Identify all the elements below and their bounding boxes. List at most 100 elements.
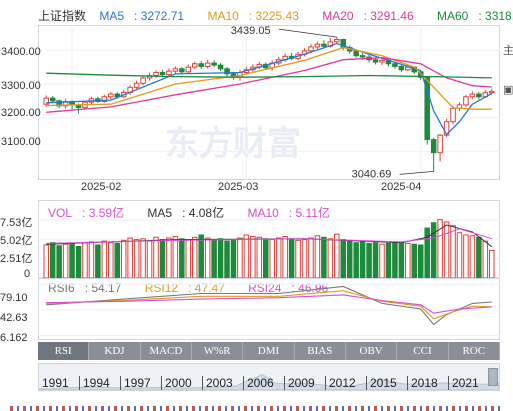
volume-bar — [334, 233, 340, 278]
tab-rsi[interactable]: RSI — [38, 342, 90, 360]
legend-vol: VOL: 3.59亿 — [48, 206, 125, 220]
volume-bar — [456, 232, 463, 278]
xtick-2025-02: 2025-02 — [81, 181, 122, 193]
volume-bar — [159, 239, 166, 278]
candle-down — [49, 97, 56, 102]
volume-ma10-line — [46, 228, 492, 244]
indicator-tabs: RSI KDJ MACD W%R DMI BIAS OBV CCI ROC — [38, 342, 500, 360]
vol-ytick-2: 5.02亿 — [0, 235, 33, 247]
timeline-tick — [448, 376, 449, 390]
side-menu-icon[interactable]: ▣ — [503, 84, 513, 96]
timeline-navigator[interactable]: 1991 1994 1997 2000 2003 2006 2009 2012 … — [38, 363, 500, 391]
candle-down — [217, 64, 224, 70]
timeline-year: 2006 — [247, 376, 274, 390]
vol-ytick-4: 0 — [24, 268, 31, 280]
volume-bar — [417, 244, 424, 278]
annotation-arrow — [278, 28, 337, 38]
volume-bar — [314, 235, 321, 278]
watermark-logo: 东方财富 — [165, 124, 301, 163]
candle-up — [108, 93, 114, 98]
timeline-tick — [79, 376, 80, 390]
tab-cci[interactable]: CCI — [397, 342, 449, 360]
volume-bar — [308, 237, 314, 278]
volume-bar — [301, 239, 308, 278]
side-menu-label[interactable]: 主 — [503, 45, 513, 57]
volume-bar — [108, 242, 114, 278]
rsi-ytick-1: 79.10 — [0, 292, 28, 304]
tab-wr[interactable]: W%R — [192, 342, 244, 360]
volume-bar — [443, 221, 450, 278]
annotation-arrow — [399, 170, 434, 175]
legend-vol-ma10: MA10: 5.11亿 — [247, 206, 330, 220]
vol-ytick-3: 2.51亿 — [0, 253, 33, 265]
candle-up — [463, 96, 469, 106]
candle-up — [140, 77, 146, 84]
volume-bar — [327, 238, 334, 278]
volume-bar — [211, 239, 217, 278]
volume-bar — [437, 219, 443, 278]
tab-dmi[interactable]: DMI — [243, 342, 295, 360]
volume-bar — [217, 238, 224, 278]
main-chart-legend: 上证指数 MA5: 3272.71 MA10: 3225.43 MA20: 32… — [0, 7, 513, 23]
volume-bar — [295, 239, 301, 278]
tab-bias[interactable]: BIAS — [295, 342, 346, 360]
volume-bar — [237, 237, 243, 278]
rsi-chart[interactable] — [38, 278, 500, 340]
candle-up — [153, 72, 159, 77]
tab-obv[interactable]: OBV — [346, 342, 398, 360]
timeline-year: 2000 — [165, 376, 192, 390]
timeline-year: 2003 — [206, 376, 233, 390]
main-ytick-4: 3100.00 — [1, 136, 41, 148]
candle-up — [314, 43, 321, 48]
timeline-year: 2021 — [452, 376, 479, 390]
volume-bar — [424, 227, 430, 278]
volume-bar — [321, 236, 327, 278]
candle-down — [398, 65, 405, 71]
volume-bar — [469, 235, 476, 278]
tab-kdj[interactable]: KDJ — [89, 342, 141, 360]
candle-down — [476, 93, 482, 98]
legend-ma5: MA5: 3272.71 — [99, 9, 185, 23]
volume-bar — [75, 246, 82, 278]
volume-bar — [185, 239, 192, 278]
tab-roc[interactable]: ROC — [449, 342, 500, 360]
volume-bar — [224, 240, 230, 278]
main-chart-panel[interactable] — [38, 25, 500, 180]
timeline-tick — [161, 376, 162, 390]
volume-bar — [340, 239, 347, 278]
candle-up — [379, 59, 385, 63]
rsi6-line — [46, 285, 492, 326]
candle-up — [405, 66, 411, 71]
candlestick-chart[interactable]: 东方财富 3439.05 3040.69 — [38, 25, 500, 180]
main-ytick-2: 3300.00 — [1, 80, 41, 92]
legend-ma10: MA10: 3225.43 — [207, 9, 299, 23]
timeline-range-handle[interactable] — [488, 368, 498, 386]
ma20-line — [46, 57, 492, 113]
rsi-panel[interactable] — [38, 278, 500, 340]
volume-legend: VOL: 3.59亿 MA5: 4.08亿 MA10: 5.11亿 — [48, 204, 350, 220]
candle-down — [211, 62, 217, 66]
candle-up — [450, 107, 456, 123]
volume-bar — [243, 234, 250, 278]
timeline-year: 2012 — [329, 376, 356, 390]
candle-up — [437, 134, 443, 154]
tab-macd[interactable]: MACD — [141, 342, 192, 360]
volume-bar — [366, 242, 372, 278]
timeline-tick — [407, 376, 408, 390]
timeline-tick — [202, 376, 203, 390]
timeline-profile — [39, 374, 499, 390]
volume-chart[interactable] — [38, 200, 500, 278]
main-ytick-1: 3400.00 — [1, 46, 41, 58]
candle-down — [321, 43, 327, 47]
volume-bar — [385, 242, 392, 278]
volume-bar — [88, 241, 95, 278]
volume-bar — [198, 234, 204, 278]
timeline-year: 1994 — [83, 376, 110, 390]
volume-bar — [114, 242, 121, 278]
candle-up — [204, 62, 211, 67]
candle-up — [101, 96, 108, 102]
candle-up — [185, 66, 192, 73]
index-name: 上证指数 — [38, 9, 87, 23]
volume-bar — [392, 241, 398, 278]
xtick-2025-03: 2025-03 — [218, 181, 259, 193]
